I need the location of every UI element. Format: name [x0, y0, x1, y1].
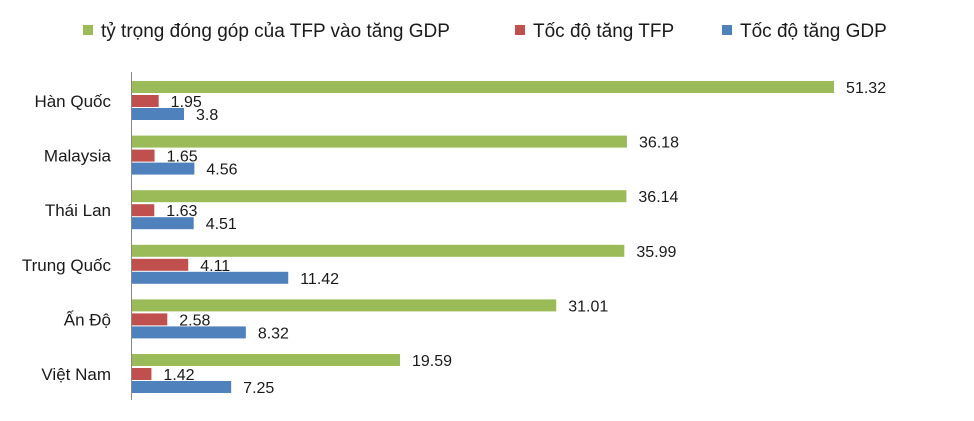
bar-series-3 — [132, 108, 184, 120]
legend: tỷ trọng đóng góp của TFP vào tăng GDP Tố… — [83, 21, 887, 42]
legend-label-2: Tốc độ tăng TFP — [533, 21, 674, 42]
bar-series-2 — [132, 313, 168, 326]
bar-series-2 — [132, 258, 189, 271]
value-label: 36.14 — [638, 189, 678, 206]
value-label: 35.99 — [636, 244, 676, 261]
value-label: 3.8 — [196, 107, 218, 124]
value-label: 1.65 — [167, 149, 198, 166]
category-label: Ấn Độ — [64, 310, 111, 329]
value-label: 4.56 — [206, 162, 237, 179]
category-label: Việt Nam — [41, 365, 111, 384]
legend-swatch-1 — [83, 25, 93, 35]
value-label: 8.32 — [258, 325, 289, 342]
bar-series-3 — [132, 271, 289, 284]
bar-series-1 — [132, 81, 835, 93]
bar-series-2 — [132, 149, 155, 162]
value-label: 31.01 — [568, 298, 608, 315]
bar-series-1 — [132, 135, 627, 148]
bar-series-1 — [132, 354, 400, 366]
value-label: 7.25 — [243, 380, 274, 397]
value-label: 1.63 — [166, 203, 197, 220]
legend-swatch-2 — [515, 25, 525, 35]
value-label: 4.11 — [200, 258, 230, 275]
category-label: Trung Quốc — [22, 256, 112, 275]
value-labels: 51.32 1.953.8 36.18 1.65 4.56 36.14 1.63 4.51 35… — [163, 80, 886, 397]
value-label: 1.42 — [163, 367, 194, 384]
bar-series-1 — [132, 299, 557, 312]
category-label: Hàn Quốc — [34, 92, 111, 111]
bar-series-2 — [132, 95, 159, 107]
bar-series-1 — [132, 244, 625, 257]
bar-series-3 — [132, 217, 194, 230]
value-label: 4.51 — [206, 216, 237, 233]
bar-series-3 — [132, 381, 232, 393]
legend-label-3: Tốc độ tăng GDP — [740, 21, 887, 42]
value-label: 36.18 — [639, 135, 679, 152]
legend-label-1: tỷ trọng đóng góp của TFP vào tăng GDP — [101, 21, 450, 42]
category-labels: Hàn Quốc Malaysia Thái Lan Trung Quốc Ấn Độ V… — [22, 92, 112, 384]
value-label: 51.32 — [846, 80, 886, 97]
bar-series-2 — [132, 204, 155, 217]
value-label: 19.59 — [412, 353, 452, 370]
value-label: 11.42 — [300, 271, 339, 288]
bar-series-2 — [132, 368, 152, 380]
plot-area: Hàn Quốc Malaysia Thái Lan Trung Quốc Ấn Độ V… — [22, 72, 886, 400]
bars — [132, 81, 835, 393]
value-label: 1.95 — [171, 94, 202, 111]
bar-series-1 — [132, 190, 627, 203]
category-label: Malaysia — [44, 147, 112, 166]
bar-series-3 — [132, 326, 246, 339]
legend-swatch-3 — [722, 25, 732, 35]
category-label: Thái Lan — [45, 201, 111, 220]
bar-series-3 — [132, 162, 195, 175]
value-label: 2.58 — [179, 312, 210, 329]
